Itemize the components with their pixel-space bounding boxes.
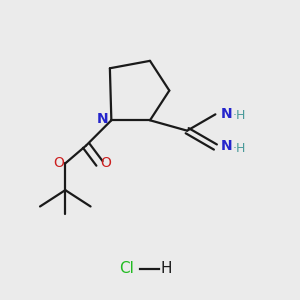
Text: ·H: ·H bbox=[232, 109, 246, 122]
Text: N: N bbox=[221, 140, 232, 153]
Text: N: N bbox=[97, 112, 108, 126]
Text: ·H: ·H bbox=[232, 142, 246, 155]
Text: Cl: Cl bbox=[119, 261, 134, 276]
Text: O: O bbox=[100, 156, 111, 170]
Text: O: O bbox=[53, 156, 64, 170]
Text: N: N bbox=[221, 107, 232, 121]
Text: H: H bbox=[160, 261, 172, 276]
